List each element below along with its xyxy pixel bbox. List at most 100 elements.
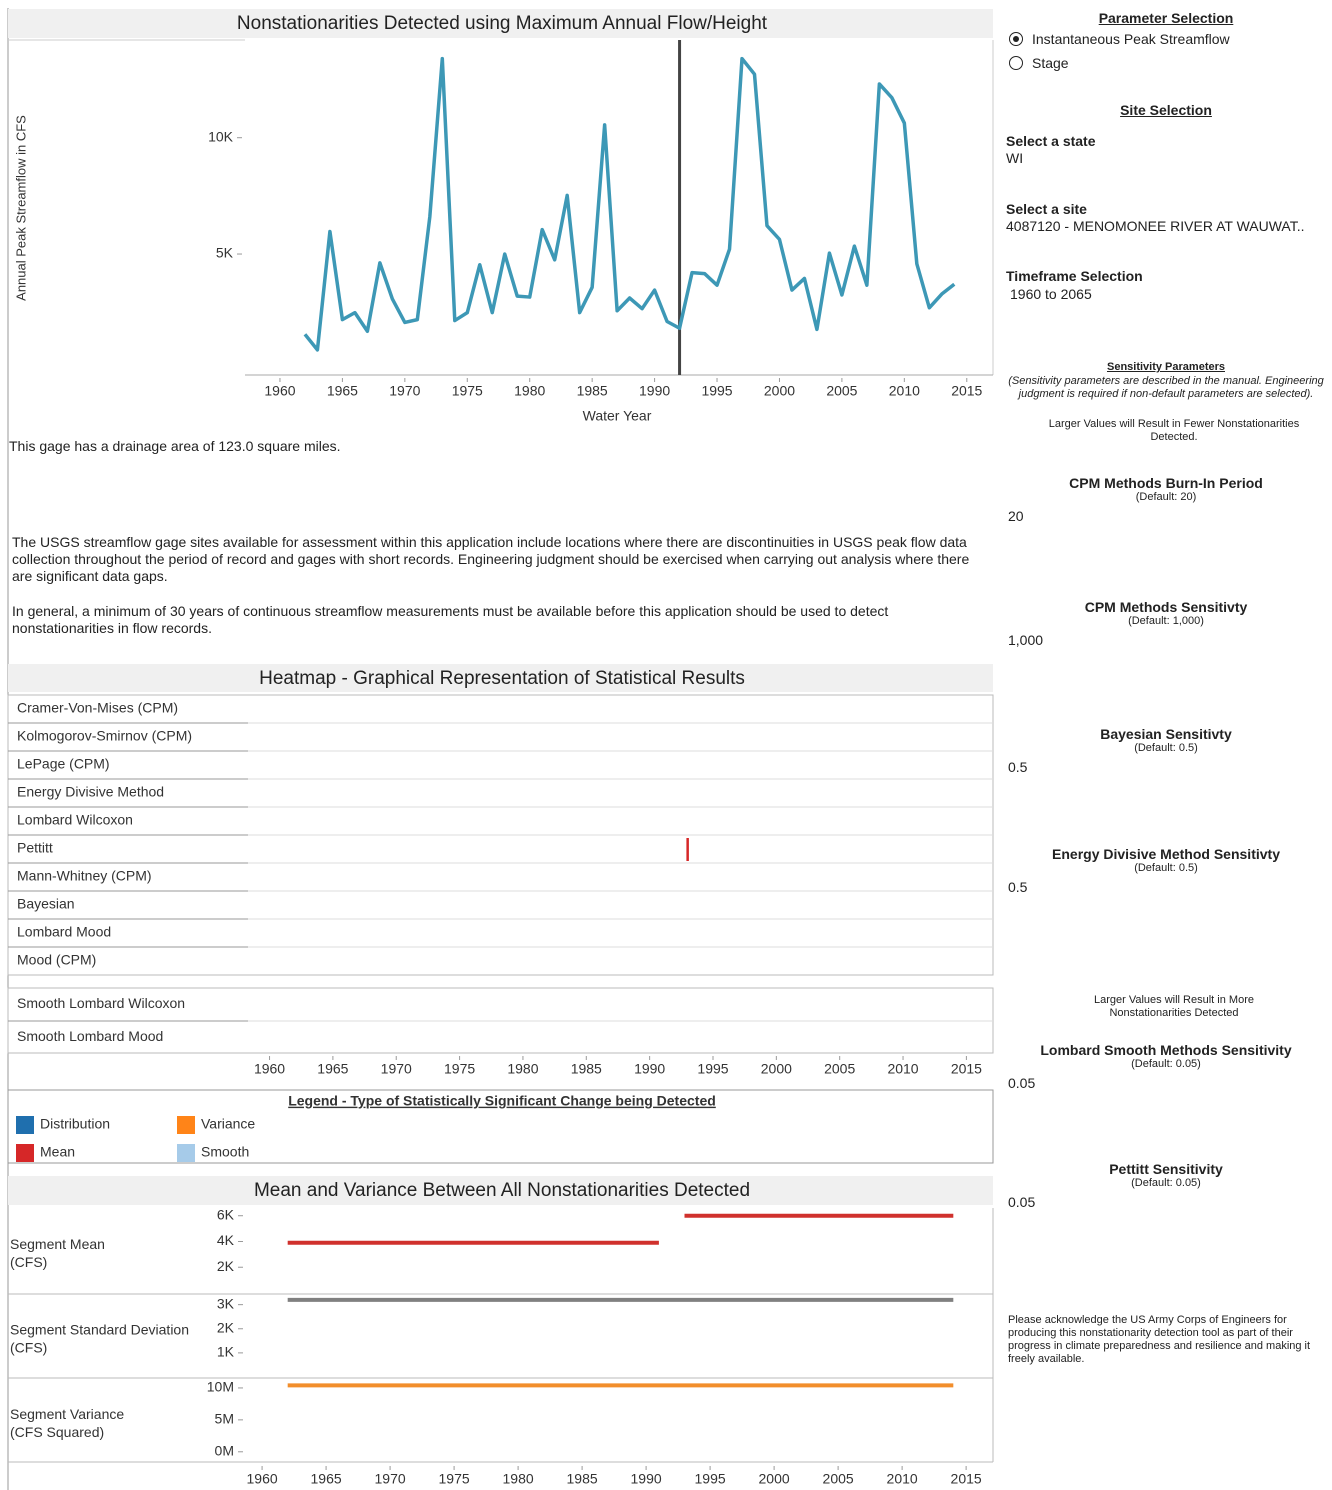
x-tick-label: 2010 [889, 383, 920, 399]
param-value[interactable]: 0.05 [1008, 1075, 1036, 1091]
panel-label: Segment Variance [10, 1406, 124, 1422]
x-tick-label: 1990 [631, 1471, 662, 1487]
y-tick-label: 3K [217, 1295, 235, 1311]
x-tick-label: 1980 [503, 1471, 534, 1487]
row-label: Smooth Lombard Wilcoxon [17, 995, 185, 1011]
row-label: Lombard Mood [17, 924, 111, 940]
param-label: Bayesian Sensitivty [1100, 726, 1232, 742]
title-bar [8, 664, 993, 692]
chart-title: Heatmap - Graphical Representation of St… [259, 668, 745, 689]
x-tick-label: 1965 [311, 1471, 342, 1487]
param-label: CPM Methods Sensitivty [1084, 599, 1248, 615]
x-tick-label: 1985 [571, 1061, 602, 1077]
y-tick-label: 5M [215, 1411, 234, 1427]
x-tick-label: 2015 [951, 1471, 982, 1487]
field-value[interactable]: WI [1006, 150, 1024, 166]
section-heading: Site Selection [1120, 102, 1212, 118]
sensitivity-note: Larger Values will Result in More Nonsta… [1094, 994, 1254, 1019]
field-label: Select a site [1006, 201, 1087, 217]
field-value[interactable]: 1960 to 2065 [1010, 286, 1092, 302]
x-tick-label: 1975 [444, 1061, 475, 1077]
legend-title: Legend - Type of Statistically Significa… [288, 1093, 716, 1109]
param-value[interactable]: 20 [1008, 508, 1024, 524]
legend-swatch [16, 1116, 34, 1134]
y-tick-label: 4K [217, 1232, 235, 1248]
field-value[interactable]: 4087120 - MENOMONEE RIVER AT WAUWAT.. [1006, 218, 1305, 234]
param-default: (Default: 0.5) [1134, 742, 1198, 754]
row-label: Cramer-Von-Mises (CPM) [17, 700, 178, 716]
x-axis-label: Water Year [583, 408, 652, 424]
note-paragraph: The USGS streamflow gage sites available… [12, 534, 970, 584]
x-tick-label: 1990 [639, 383, 670, 399]
param-default: (Default: 0.05) [1131, 1177, 1201, 1189]
section-heading: Sensitivity Parameters [1106, 361, 1225, 373]
legend-swatch [177, 1144, 195, 1162]
radio-label[interactable]: Stage [1032, 55, 1069, 71]
x-tick-label: 2015 [951, 383, 982, 399]
x-tick-label: 1970 [375, 1471, 406, 1487]
radio-button[interactable] [1009, 32, 1023, 46]
x-tick-label: 2010 [887, 1471, 918, 1487]
x-tick-label: 1960 [264, 383, 295, 399]
x-tick-label: 1975 [452, 383, 483, 399]
row-label: Energy Divisive Method [17, 784, 164, 800]
y-tick-label: 2K [217, 1258, 235, 1274]
legend-swatch [16, 1144, 34, 1162]
param-value[interactable]: 0.05 [1008, 1194, 1036, 1210]
param-default: (Default: 20) [1135, 491, 1197, 503]
x-tick-label: 1970 [389, 383, 420, 399]
acknowledgement: Please acknowledge the US Army Corps of … [1008, 1314, 1311, 1365]
chart-title: Nonstationarities Detected using Maximum… [237, 13, 768, 34]
panel-label: Segment Mean [10, 1236, 105, 1252]
x-tick-label: 1980 [514, 383, 545, 399]
x-tick-label: 1995 [701, 383, 732, 399]
legend-box [7, 1089, 994, 1164]
row-label: Kolmogorov-Smirnov (CPM) [17, 728, 192, 744]
param-value[interactable]: 0.5 [1008, 879, 1028, 895]
y-tick-label: 2K [217, 1319, 235, 1335]
x-tick-label: 1995 [697, 1061, 728, 1077]
panel-label: Segment Standard Deviation [10, 1322, 189, 1338]
chart-title: Mean and Variance Between All Nonstation… [254, 1180, 750, 1201]
y-tick-label: 5K [216, 245, 234, 261]
row-label: Pettitt [17, 840, 53, 856]
field-label: Select a state [1006, 133, 1096, 149]
x-tick-label: 1965 [327, 383, 358, 399]
x-tick-label: 2005 [826, 383, 857, 399]
radio-label[interactable]: Instantaneous Peak Streamflow [1032, 31, 1230, 47]
x-tick-label: 1995 [695, 1471, 726, 1487]
param-label: CPM Methods Burn-In Period [1069, 475, 1263, 491]
param-value[interactable]: 0.5 [1008, 759, 1028, 775]
row-label: Smooth Lombard Mood [17, 1028, 163, 1044]
note-paragraph: In general, a minimum of 30 years of con… [12, 603, 889, 636]
title-bar [8, 9, 993, 38]
drainage-note: This gage has a drainage area of 123.0 s… [9, 438, 341, 454]
panel-label: (CFS Squared) [10, 1424, 104, 1440]
sensitivity-note: Larger Values will Result in Fewer Nonst… [1048, 418, 1300, 443]
param-value[interactable]: 1,000 [1008, 632, 1044, 648]
legend-label: Smooth [201, 1144, 249, 1160]
x-tick-label: 2000 [764, 383, 795, 399]
y-axis-label: Annual Peak Streamflow in CFS [13, 115, 28, 301]
legend-swatch [177, 1116, 195, 1134]
legend-label: Mean [40, 1144, 75, 1160]
legend-label: Variance [201, 1116, 255, 1132]
y-tick-label: 10K [208, 128, 234, 144]
x-tick-label: 2005 [824, 1061, 855, 1077]
param-default: (Default: 0.5) [1134, 862, 1198, 874]
legend-label: Distribution [40, 1116, 110, 1132]
field-label: Timeframe Selection [1006, 268, 1143, 284]
x-tick-label: 2000 [761, 1061, 792, 1077]
title-bar [8, 1176, 993, 1205]
row-label: LePage (CPM) [17, 756, 110, 772]
x-tick-label: 1960 [254, 1061, 285, 1077]
radio-button[interactable] [1009, 56, 1023, 70]
row-label: Lombard Wilcoxon [17, 812, 133, 828]
x-tick-label: 1975 [439, 1471, 470, 1487]
param-label: Energy Divisive Method Sensitivty [1052, 846, 1280, 862]
x-tick-label: 1985 [567, 1471, 598, 1487]
x-tick-label: 2015 [951, 1061, 982, 1077]
x-tick-label: 1960 [247, 1471, 278, 1487]
